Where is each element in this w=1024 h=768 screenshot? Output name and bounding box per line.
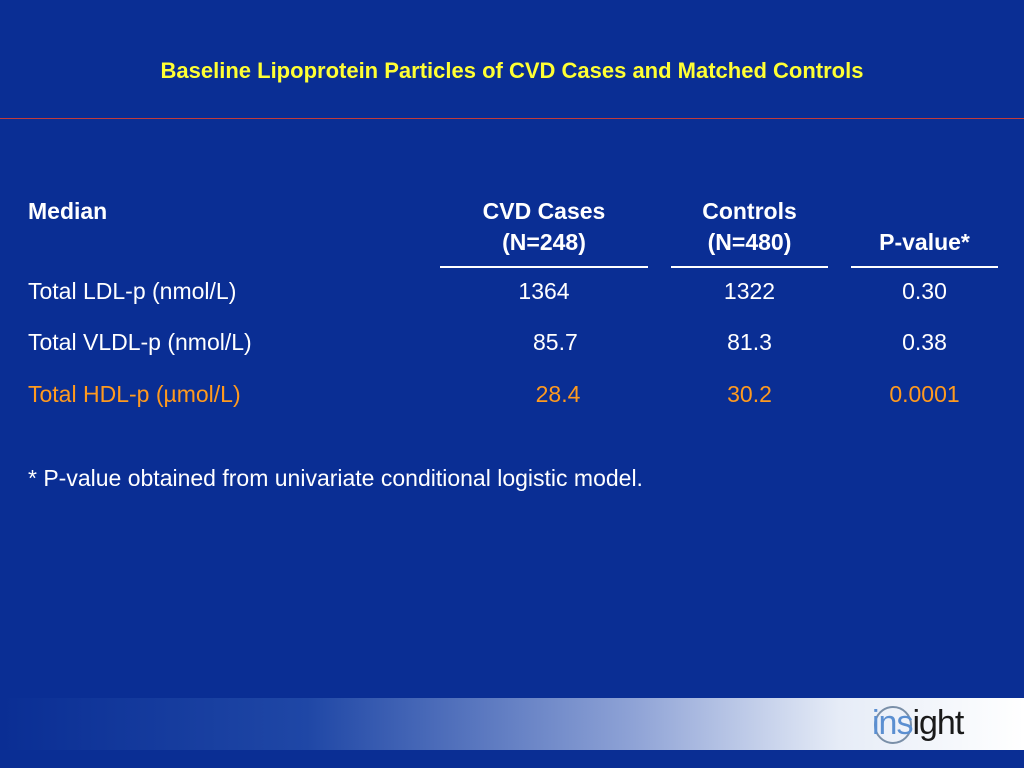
row-label: Total HDL-p (µmol/L) xyxy=(28,381,241,407)
header-controls-n: (N=480) xyxy=(707,229,792,255)
title-divider xyxy=(0,118,1024,119)
header-underline-pvalue xyxy=(851,266,998,268)
header-pvalue: P-value* xyxy=(879,229,970,255)
header-underline-cases xyxy=(440,266,648,268)
logo-ins: ins xyxy=(872,704,913,742)
row-label: Total LDL-p (nmol/L) xyxy=(28,278,237,304)
header-cvd-cases-title: CVD Cases xyxy=(482,198,606,224)
insight-logo: insight xyxy=(872,700,1002,748)
logo-ring-icon xyxy=(874,706,912,744)
slide-title: Baseline Lipoprotein Particles of CVD Ca… xyxy=(160,58,864,83)
row-cases-value: 1364 xyxy=(518,278,570,304)
logo-text: insight xyxy=(872,704,964,743)
footer-bottom-strip xyxy=(0,750,1024,768)
footer-gradient-bar xyxy=(0,698,1024,750)
footnote: * P-value obtained from univariate condi… xyxy=(28,465,643,491)
row-pvalue: 0.0001 xyxy=(889,381,960,407)
row-pvalue: 0.30 xyxy=(902,278,947,304)
logo-sight: ight xyxy=(912,704,964,742)
row-controls-value: 1322 xyxy=(723,278,776,304)
header-controls-title: Controls xyxy=(702,198,797,224)
row-cases-value: 28.4 xyxy=(535,381,581,407)
row-controls-value: 81.3 xyxy=(727,329,772,355)
header-cvd-cases: CVD Cases (N=248) xyxy=(440,196,648,258)
row-cases-value: 85.7 xyxy=(533,329,578,355)
header-controls: Controls (N=480) xyxy=(671,196,828,258)
row-label: Total VLDL-p (nmol/L) xyxy=(28,329,252,355)
header-median: Median xyxy=(28,198,108,224)
header-underline-controls xyxy=(671,266,828,268)
row-pvalue: 0.38 xyxy=(902,329,947,355)
header-cvd-cases-n: (N=248) xyxy=(502,229,586,255)
row-controls-value: 30.2 xyxy=(727,381,772,407)
